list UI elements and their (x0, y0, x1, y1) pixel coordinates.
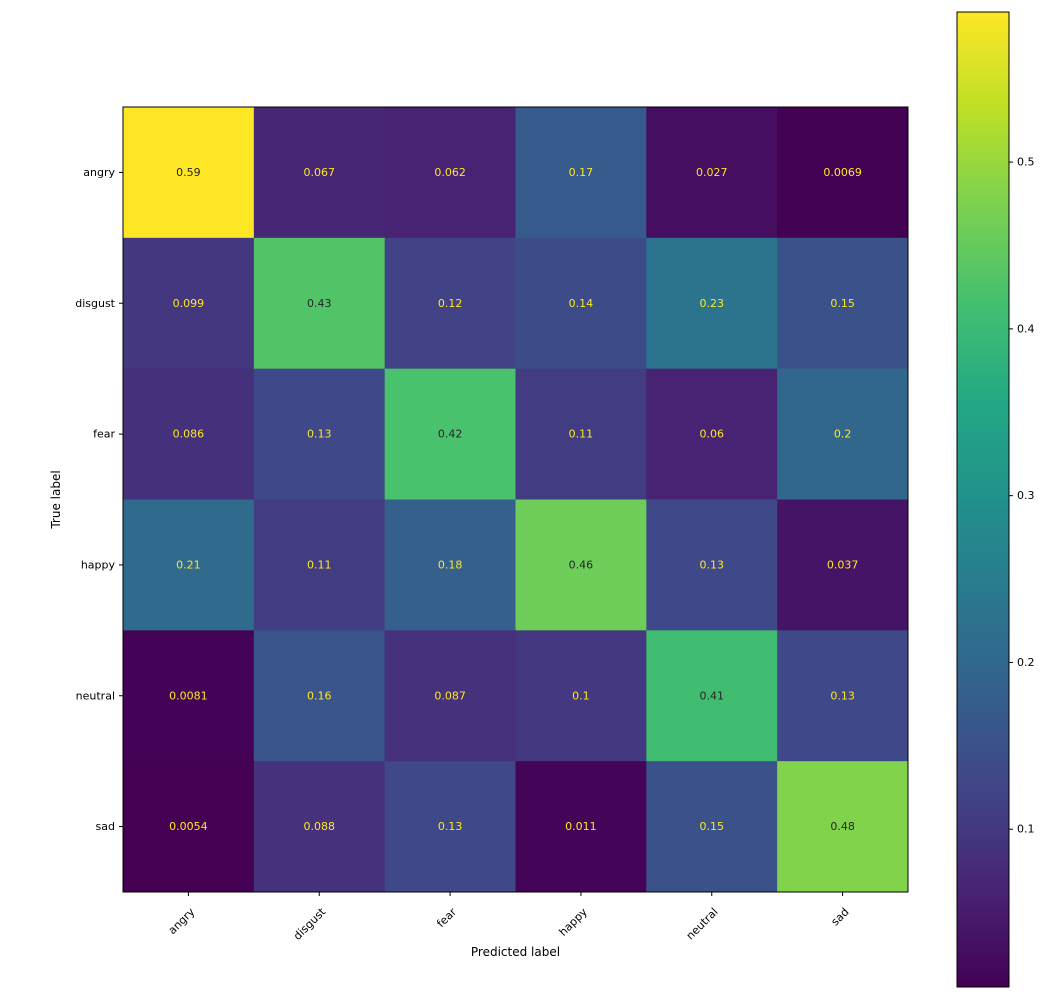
heatmap-cell-neutral-angry (123, 630, 255, 762)
x-tick-label: happy (556, 905, 590, 939)
heatmap-cell-neutral-sad (777, 630, 909, 762)
heatmap-cell-angry-sad (777, 107, 909, 239)
cell-value-label: 0.0054 (169, 820, 208, 833)
cell-value-label: 0.18 (438, 558, 463, 571)
heatmap-cell-happy-angry (123, 499, 255, 631)
heatmap-cell-sad-disgust (253, 761, 386, 893)
cell-value-label: 0.099 (173, 297, 205, 310)
heatmap-cell-angry-happy (515, 107, 647, 239)
heatmap-cell-happy-sad (777, 499, 909, 631)
x-tick-label: sad (829, 905, 852, 928)
heatmap-cell-fear-happy (515, 368, 647, 500)
x-tick-label: fear (434, 905, 459, 930)
colorbar-tick-label: 0.4 (1017, 322, 1035, 335)
cell-value-label: 0.42 (438, 428, 463, 441)
cell-value-label: 0.23 (700, 297, 725, 310)
cell-value-label: 0.46 (569, 558, 594, 571)
cell-value-label: 0.011 (565, 820, 597, 833)
x-axis-label: Predicted label (471, 945, 560, 959)
cell-value-label: 0.59 (176, 166, 201, 179)
cell-value-label: 0.43 (307, 297, 332, 310)
cell-value-label: 0.1 (572, 689, 590, 702)
cell-value-label: 0.088 (304, 820, 336, 833)
heatmap-cell-disgust-sad (777, 237, 909, 370)
cell-value-label: 0.027 (696, 166, 728, 179)
cell-value-label: 0.41 (700, 689, 725, 702)
cell-value-label: 0.17 (569, 166, 594, 179)
colorbar-tick-label: 0.3 (1017, 489, 1035, 502)
cell-value-label: 0.16 (307, 689, 332, 702)
cell-value-label: 0.0081 (169, 689, 208, 702)
x-tick-label: neutral (684, 905, 721, 942)
y-axis-label: True label (49, 470, 63, 529)
cell-value-label: 0.14 (569, 297, 594, 310)
y-tick-label: fear (93, 428, 115, 441)
colorbar-tick-label: 0.2 (1017, 656, 1035, 669)
cell-value-label: 0.13 (830, 689, 855, 702)
cell-value-label: 0.12 (438, 297, 463, 310)
y-tick-label: disgust (75, 297, 115, 310)
y-tick-label: neutral (76, 689, 115, 702)
heatmap-cell-neutral-disgust (253, 630, 386, 762)
cell-value-label: 0.48 (830, 820, 855, 833)
heatmap-cell-sad-happy (515, 761, 647, 893)
heatmap-cell-neutral-happy (515, 630, 647, 762)
cell-value-label: 0.087 (434, 689, 466, 702)
cell-value-label: 0.037 (827, 558, 859, 571)
y-tick-label: angry (83, 166, 115, 179)
cell-value-label: 0.15 (830, 297, 855, 310)
cell-value-label: 0.06 (700, 428, 725, 441)
heatmap-cell-angry-fear (384, 107, 516, 239)
cell-value-label: 0.11 (307, 558, 332, 571)
heatmap-cell-disgust-angry (123, 237, 255, 370)
colorbar-ticks: 0.1 0.2 0.3 0.4 0.5 (1009, 156, 1035, 836)
heatmap-cell-happy-disgust (253, 499, 386, 631)
heatmap-cell-sad-sad (777, 761, 909, 893)
heatmap-cell-sad-angry (123, 761, 255, 893)
heatmap-cell-happy-happy (515, 499, 647, 631)
cell-value-label: 0.13 (438, 820, 463, 833)
colorbar (956, 11, 1010, 988)
heatmap-cell-fear-neutral (646, 368, 778, 500)
x-tick-label: disgust (291, 905, 329, 943)
axes-frame (122, 106, 909, 893)
y-tick-label: sad (96, 820, 115, 833)
heatmap-cell-disgust-fear (384, 237, 516, 370)
cell-value-label: 0.067 (304, 166, 336, 179)
cell-value-label: 0.21 (176, 558, 201, 571)
y-axis-ticks: angry disgust fear happy neutral sad (75, 166, 123, 833)
heatmap-cell-disgust-happy (515, 237, 647, 370)
cell-value-label: 0.086 (173, 428, 205, 441)
heatmap-cell-disgust-neutral (646, 237, 778, 370)
heatmap-cell-neutral-neutral (646, 630, 778, 762)
cell-value-label: 0.0069 (823, 166, 862, 179)
heatmap-cell-angry-disgust (253, 107, 386, 239)
heatmap-cell-disgust-disgust (253, 237, 386, 370)
heatmap-cell-angry-angry (123, 107, 255, 239)
x-tick-label: angry (166, 905, 198, 937)
cell-value-label: 0.062 (434, 166, 466, 179)
cell-value-labels: 0.59 0.067 0.062 0.17 0.027 0.0069 0.099 0.43 0.… (169, 166, 862, 833)
heatmap-cell-fear-angry (123, 368, 255, 500)
y-tick-label: happy (81, 558, 116, 571)
heatmap-cell-sad-neutral (646, 761, 778, 893)
heatmap-cell-angry-neutral (646, 107, 778, 239)
heatmap-cell-sad-fear (384, 761, 516, 893)
heatmap-cell-fear-disgust (253, 368, 386, 500)
cell-value-label: 0.2 (834, 428, 852, 441)
cell-value-label: 0.13 (700, 558, 725, 571)
heatmap-cell-neutral-fear (384, 630, 516, 762)
heatmap-cell-fear-sad (777, 368, 909, 500)
heatmap-cell-happy-neutral (646, 499, 778, 631)
heatmap-cell-fear-fear (384, 368, 516, 500)
cell-value-label: 0.13 (307, 428, 332, 441)
cell-value-label: 0.11 (569, 428, 594, 441)
colorbar-tick-label: 0.1 (1017, 823, 1035, 836)
cell-value-label: 0.15 (700, 820, 725, 833)
heatmap-cell-happy-fear (384, 499, 516, 631)
x-axis-ticks: angry disgust fear happy neutral sad (166, 892, 852, 943)
heatmap-cells (123, 107, 909, 893)
colorbar-tick-label: 0.5 (1017, 156, 1035, 169)
